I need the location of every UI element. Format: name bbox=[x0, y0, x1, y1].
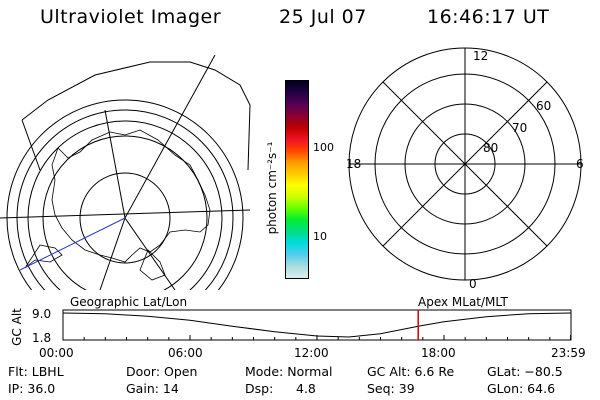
xtick-label-3: 18:00 bbox=[421, 346, 456, 360]
mlt-label-12: 12 bbox=[473, 49, 488, 63]
lat-label-70: 70 bbox=[512, 121, 527, 135]
meridian-line bbox=[99, 217, 126, 290]
dsp-value: 4.8 bbox=[296, 381, 316, 396]
coastline bbox=[51, 129, 211, 263]
strip-right-label: Apex MLat/MLT bbox=[418, 295, 508, 309]
filter-info: Flt: LBHL bbox=[8, 364, 64, 379]
meridian-line bbox=[124, 217, 176, 290]
mlt-label-6: 6 bbox=[576, 157, 584, 171]
glat-info: GLat: −80.5 bbox=[487, 364, 563, 379]
lat-circle bbox=[42, 135, 208, 290]
date-label: 25 Jul 07 bbox=[279, 6, 367, 28]
polar-diagonal bbox=[382, 81, 548, 247]
strip-chart bbox=[62, 309, 572, 341]
meridian-line bbox=[124, 54, 216, 219]
altitude-line bbox=[62, 312, 571, 338]
xtick-label-4: 23:59 bbox=[551, 346, 586, 360]
gain-info: Gain: 14 bbox=[126, 381, 179, 396]
meridian-line bbox=[104, 109, 126, 219]
glon-info: GLon: 64.6 bbox=[487, 381, 556, 396]
ip-info: IP: 36.0 bbox=[8, 381, 56, 396]
lat-label-80: 80 bbox=[483, 141, 498, 155]
lat-circle bbox=[16, 109, 234, 290]
ground-track bbox=[19, 217, 126, 271]
time-label: 16:46:17 UT bbox=[427, 6, 550, 28]
fov-outline bbox=[21, 61, 251, 171]
color-bar bbox=[285, 80, 309, 279]
mlt-label-0: 0 bbox=[469, 277, 477, 291]
strip-ytick-bottom: 1.8 bbox=[32, 331, 52, 345]
colorbar-tick-100: 100 bbox=[313, 141, 334, 154]
xtick-label-1: 06:00 bbox=[168, 346, 203, 360]
mode-info: Mode: Normal bbox=[245, 364, 333, 379]
geographic-map bbox=[0, 54, 251, 290]
gc-alt-info: GC Alt: 6.6 Re bbox=[367, 364, 455, 379]
strip-left-label: Geographic Lat/Lon bbox=[70, 295, 188, 309]
mlt-label-18: 18 bbox=[346, 157, 361, 171]
meridian-line bbox=[0, 209, 251, 219]
door-info: Door: Open bbox=[126, 364, 198, 379]
dsp-label: Dsp: bbox=[245, 381, 274, 396]
app-title: Ultraviolet Imager bbox=[40, 6, 222, 28]
polar-plot: 12 0 18 6 60 70 80 bbox=[346, 47, 584, 291]
lat-label-60: 60 bbox=[536, 99, 551, 113]
strip-ytick-top: 9.0 bbox=[32, 307, 52, 321]
lat-circle bbox=[79, 172, 171, 264]
colorbar-unit-label: photon cm⁻²s⁻¹ bbox=[265, 141, 279, 235]
colorbar-tick-10: 10 bbox=[313, 230, 327, 243]
xtick-label-0: 00:00 bbox=[39, 346, 74, 360]
coastline bbox=[139, 249, 166, 281]
xtick-label-2: 12:00 bbox=[294, 346, 329, 360]
lat-circle bbox=[27, 120, 223, 290]
seq-info: Seq: 39 bbox=[367, 381, 415, 396]
